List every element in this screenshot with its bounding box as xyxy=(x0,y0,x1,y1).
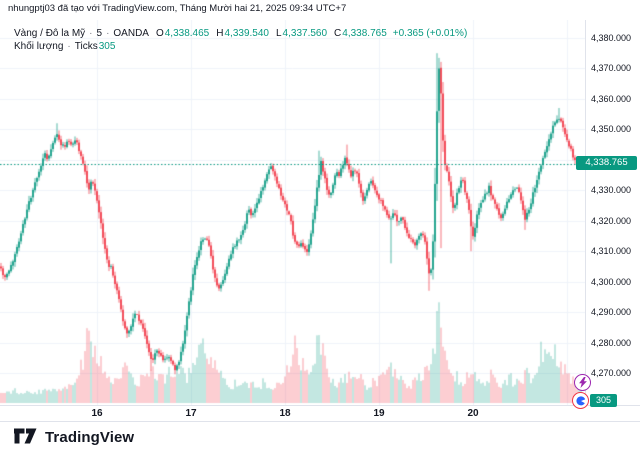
boost-bubble[interactable] xyxy=(574,374,591,391)
legend-separator: · xyxy=(67,41,71,52)
symbol-title[interactable]: Vàng / Đô la Mỹ xyxy=(14,28,86,39)
symbol-row[interactable]: Vàng / Đô la Mỹ · 5 · OANDA O4,338.465 H4,339.… xyxy=(14,27,467,40)
ohlc-key: O xyxy=(155,28,164,39)
snapshot-watermark: nhungptj03 đã tạo với TradingView.com, T… xyxy=(8,3,347,14)
price-axis-label: 4,370.000 xyxy=(591,63,632,74)
ohlc-key: L xyxy=(275,28,282,39)
indicator-row[interactable]: Khối lượng · Ticks305 xyxy=(14,40,467,53)
time-axis-label: 16 xyxy=(91,408,103,419)
ohlc-values: O4,338.465 H4,339.540 L4,337.560 C4,338.765 xyxy=(149,28,387,39)
indicator-value: 305 xyxy=(98,41,116,52)
tick-count-badge: 305 xyxy=(590,394,618,407)
ohlc-value: 4,338.465 xyxy=(164,28,210,39)
time-axis-label: 18 xyxy=(279,408,291,419)
time-axis-label: 19 xyxy=(373,408,385,419)
time-axis-label: 17 xyxy=(185,408,197,419)
chart-legend: Vàng / Đô la Mỹ · 5 · OANDA O4,338.465 H4,339.… xyxy=(14,27,467,53)
volume-indicator-bubble[interactable] xyxy=(572,392,589,409)
pie-chart-icon xyxy=(575,395,585,405)
price-axis-label: 4,300.000 xyxy=(591,276,632,287)
ohlc-value: 4,337.560 xyxy=(282,28,328,39)
tradingview-logo-icon[interactable] xyxy=(14,427,37,447)
indicator-name[interactable]: Khối lượng xyxy=(14,41,64,52)
interval-label[interactable]: 5 xyxy=(96,28,103,39)
price-axis-label: 4,380.000 xyxy=(591,33,632,43)
price-axis[interactable]: 4,380.0004,370.0004,360.0004,350.0004,34… xyxy=(585,20,640,405)
price-axis-label: 4,310.000 xyxy=(591,246,632,257)
price-chart-canvas[interactable] xyxy=(0,20,585,405)
ohlc-value: 4,339.540 xyxy=(224,28,269,39)
legend-separator: · xyxy=(106,28,110,39)
ohlc-key: C xyxy=(334,28,342,39)
lightning-icon xyxy=(578,377,587,388)
time-axis[interactable]: 16 17 18 19 20 xyxy=(0,405,640,421)
change-value: +0.365 (+0.01%) xyxy=(392,28,468,39)
exchange-label[interactable]: OANDA xyxy=(113,28,149,39)
ohlc-key: H xyxy=(216,28,224,39)
price-axis-label: 4,360.000 xyxy=(591,93,632,104)
price-axis-label: 4,290.000 xyxy=(591,307,632,318)
time-axis-label: 20 xyxy=(467,408,479,419)
tradingview-logo-text[interactable]: TradingView xyxy=(45,428,135,446)
footer: TradingView xyxy=(14,427,134,447)
price-axis-label: 4,280.000 xyxy=(591,337,632,348)
price-axis-label: 4,330.000 xyxy=(591,185,632,196)
price-axis-label: 4,270.000 xyxy=(591,368,632,378)
indicator-type: Ticks xyxy=(74,41,98,52)
legend-separator: · xyxy=(89,28,93,39)
ohlc-value: 4,338.765 xyxy=(342,28,387,39)
price-axis-label: 4,350.000 xyxy=(591,124,632,135)
price-axis-label: 4,320.000 xyxy=(591,215,632,226)
last-price-label: 4,338.765 xyxy=(576,156,637,170)
